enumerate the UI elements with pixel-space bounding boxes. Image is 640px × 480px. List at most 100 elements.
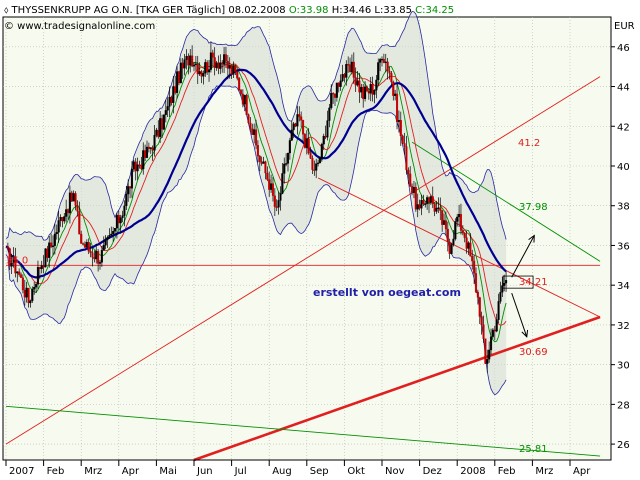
candle-body: [266, 172, 269, 180]
candle-body: [19, 274, 23, 278]
candle-body: [145, 146, 149, 158]
candle-body: [251, 128, 254, 135]
candle-body: [279, 193, 282, 201]
candle-body: [85, 242, 88, 248]
y-tick-label: 28: [617, 400, 630, 411]
candle-body: [478, 297, 481, 317]
candle-body: [66, 209, 70, 214]
candle-body: [38, 267, 41, 270]
candle-body: [474, 273, 478, 293]
bollinger-upper: [5, 10, 507, 241]
candle-body: [296, 114, 299, 127]
candle-body: [16, 271, 19, 274]
candle-body: [489, 336, 493, 351]
candle-body: [213, 57, 216, 68]
candle-body: [414, 187, 417, 210]
x-tick-label: Dez: [423, 466, 442, 477]
candle-body: [273, 195, 276, 207]
candle-body: [360, 86, 363, 93]
candle-body: [495, 319, 498, 332]
y-tick-label: 44: [617, 83, 630, 94]
trendline: [317, 177, 601, 318]
candle-body: [292, 123, 295, 131]
candle-body: [72, 193, 75, 202]
y-tick-label: 36: [617, 241, 630, 252]
candle-body: [392, 81, 395, 96]
candle-body: [358, 80, 361, 93]
candle-body: [98, 262, 102, 264]
candle-body: [245, 95, 248, 115]
candle-body: [149, 147, 152, 149]
candle-body: [270, 183, 273, 190]
candle-body: [147, 146, 150, 149]
candle-body: [403, 143, 406, 147]
candle-body: [283, 163, 286, 174]
candle-body: [288, 140, 291, 154]
candle-body: [330, 93, 333, 109]
x-tick-label: Sep: [310, 466, 329, 477]
candle-body: [459, 214, 463, 231]
candle-body: [215, 62, 218, 68]
candle-body: [51, 245, 55, 248]
candle-body: [207, 69, 211, 73]
candle-body: [204, 62, 207, 74]
candle-body: [226, 60, 229, 69]
candle-body: [68, 192, 71, 214]
x-tick-label: Apr: [573, 466, 591, 477]
candle-body: [364, 86, 367, 99]
candle-body: [412, 187, 416, 193]
candle-body: [106, 237, 109, 241]
candle-body: [484, 338, 487, 364]
candle-body: [407, 169, 410, 175]
candle-body: [241, 93, 244, 105]
candle-body: [46, 248, 49, 258]
candle-body: [348, 64, 352, 73]
candle-body: [315, 163, 318, 171]
candle-body: [322, 135, 325, 145]
candle-body: [196, 63, 199, 75]
candle-body: [164, 110, 167, 115]
candle-body: [157, 129, 160, 137]
candle-body: [151, 147, 154, 151]
candle-body: [211, 52, 214, 58]
candle-body: [80, 233, 83, 244]
candle-body: [471, 255, 474, 262]
candle-body: [416, 204, 419, 210]
candle-body: [307, 138, 310, 154]
candle-body: [254, 129, 258, 146]
bollinger-lower: [5, 85, 507, 396]
candle-body: [108, 235, 111, 238]
candle-body: [354, 77, 357, 86]
candle-body: [112, 231, 115, 235]
candle-body: [371, 84, 374, 95]
candle-body: [437, 207, 440, 209]
y-tick-label: 32: [617, 321, 630, 332]
candle-body: [224, 54, 228, 62]
candle-body: [454, 221, 457, 240]
candle-body: [236, 71, 239, 79]
candle-body: [172, 86, 175, 103]
candle-body: [76, 205, 79, 212]
candle-body: [395, 93, 399, 122]
candle-body: [155, 129, 158, 136]
level-label: 34.21: [519, 277, 548, 288]
candle-body: [132, 161, 135, 170]
y-tick-label: 46: [617, 43, 630, 54]
candle-body: [442, 220, 446, 225]
candle-body: [356, 80, 359, 86]
candle-body: [121, 215, 124, 218]
candle-body: [473, 260, 476, 274]
candle-body: [298, 114, 301, 117]
candle-body: [505, 280, 508, 284]
candle-body: [125, 193, 128, 207]
ohlc-value: L:33.85: [371, 5, 412, 16]
candle-body: [87, 242, 90, 252]
candle-body: [305, 138, 308, 148]
candle-body: [275, 206, 278, 208]
x-tick-label: 2007: [9, 466, 34, 477]
candle-body: [469, 242, 472, 257]
candle-body: [281, 173, 284, 194]
candle-body: [183, 59, 186, 69]
candle-body: [176, 71, 179, 93]
